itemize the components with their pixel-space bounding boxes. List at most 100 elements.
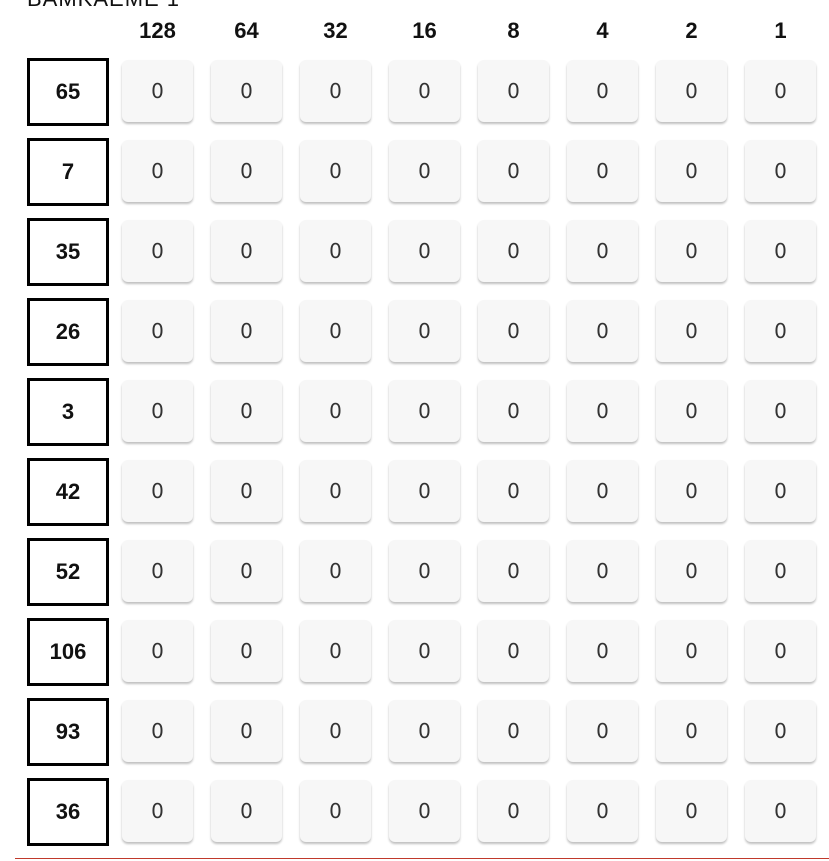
bit-toggle-button[interactable]: 0 [211, 220, 282, 282]
bit-toggle-button[interactable]: 0 [300, 620, 371, 682]
bit-toggle-button[interactable]: 0 [211, 620, 282, 682]
bit-toggle-button[interactable]: 0 [745, 380, 816, 442]
bit-toggle-button[interactable]: 0 [656, 140, 727, 202]
bit-toggle-button[interactable]: 0 [567, 540, 638, 602]
bit-toggle-button[interactable]: 0 [122, 300, 193, 362]
bit-toggle-button[interactable]: 0 [656, 220, 727, 282]
bit-toggle-button[interactable]: 0 [211, 460, 282, 522]
bit-toggle-button[interactable]: 0 [478, 220, 549, 282]
bit-toggle-button[interactable]: 0 [211, 540, 282, 602]
bit-toggle-button[interactable]: 0 [300, 380, 371, 442]
bit-toggle-button[interactable]: 0 [478, 540, 549, 602]
bit-toggle-button[interactable]: 0 [478, 780, 549, 842]
bit-toggle-button[interactable]: 0 [389, 460, 460, 522]
bit-toggle-button[interactable]: 0 [122, 60, 193, 122]
bit-toggle-button[interactable]: 0 [300, 140, 371, 202]
bit-toggle-button[interactable]: 0 [656, 300, 727, 362]
bit-toggle-button[interactable]: 0 [478, 620, 549, 682]
bit-toggle-button[interactable]: 0 [300, 780, 371, 842]
bit-toggle-button[interactable]: 0 [478, 380, 549, 442]
bit-toggle-button[interactable]: 0 [656, 60, 727, 122]
bit-toggle-button[interactable]: 0 [745, 620, 816, 682]
column-header: 16 [412, 18, 437, 43]
bit-toggle-button[interactable]: 0 [211, 140, 282, 202]
column-header: 32 [323, 18, 348, 43]
bit-toggle-button[interactable]: 0 [389, 300, 460, 362]
divider [15, 858, 829, 859]
bit-toggle-button[interactable]: 0 [122, 620, 193, 682]
bit-toggle-button[interactable]: 0 [567, 380, 638, 442]
bit-toggle-button[interactable]: 0 [211, 300, 282, 362]
decimal-number-box: 52 [27, 538, 109, 606]
bit-toggle-button[interactable]: 0 [122, 220, 193, 282]
bit-toggle-button[interactable]: 0 [656, 380, 727, 442]
bit-toggle-button[interactable]: 0 [211, 380, 282, 442]
column-header: 4 [596, 18, 609, 43]
bit-toggle-button[interactable]: 0 [745, 700, 816, 762]
bit-toggle-button[interactable]: 0 [567, 620, 638, 682]
decimal-number-box: 93 [27, 698, 109, 766]
decimal-number-box: 42 [27, 458, 109, 526]
bit-toggle-button[interactable]: 0 [567, 220, 638, 282]
column-header: 1 [774, 18, 787, 43]
bit-toggle-button[interactable]: 0 [745, 140, 816, 202]
bit-toggle-button[interactable]: 0 [389, 140, 460, 202]
column-header: 128 [139, 18, 176, 43]
bit-toggle-button[interactable]: 0 [567, 60, 638, 122]
decimal-number-box: 35 [27, 218, 109, 286]
bit-toggle-button[interactable]: 0 [745, 540, 816, 602]
bit-toggle-button[interactable]: 0 [389, 380, 460, 442]
bit-toggle-button[interactable]: 0 [300, 60, 371, 122]
bit-toggle-button[interactable]: 0 [656, 700, 727, 762]
bit-toggle-button[interactable]: 0 [567, 300, 638, 362]
bit-toggle-button[interactable]: 0 [478, 700, 549, 762]
bit-toggle-button[interactable]: 0 [656, 620, 727, 682]
bit-toggle-button[interactable]: 0 [567, 460, 638, 522]
bit-toggle-button[interactable]: 0 [122, 700, 193, 762]
bit-toggle-button[interactable]: 0 [478, 460, 549, 522]
bit-toggle-button[interactable]: 0 [656, 460, 727, 522]
column-header: 8 [507, 18, 520, 43]
bit-toggle-button[interactable]: 0 [389, 780, 460, 842]
bit-toggle-button[interactable]: 0 [300, 460, 371, 522]
bit-toggle-button[interactable]: 0 [656, 780, 727, 842]
decimal-number-box: 7 [27, 138, 109, 206]
bit-toggle-button[interactable]: 0 [656, 540, 727, 602]
bit-toggle-button[interactable]: 0 [211, 700, 282, 762]
bit-toggle-button[interactable]: 0 [567, 780, 638, 842]
bit-toggle-button[interactable]: 0 [389, 540, 460, 602]
bit-toggle-button[interactable]: 0 [478, 140, 549, 202]
bit-toggle-button[interactable]: 0 [478, 60, 549, 122]
bit-toggle-button[interactable]: 0 [211, 60, 282, 122]
bit-toggle-button[interactable]: 0 [745, 60, 816, 122]
bit-toggle-button[interactable]: 0 [300, 700, 371, 762]
bit-toggle-button[interactable]: 0 [567, 700, 638, 762]
bit-toggle-button[interactable]: 0 [122, 380, 193, 442]
decimal-number-box: 3 [27, 378, 109, 446]
bit-toggle-button[interactable]: 0 [478, 300, 549, 362]
bit-toggle-button[interactable]: 0 [745, 460, 816, 522]
bit-toggle-button[interactable]: 0 [300, 540, 371, 602]
bit-toggle-button[interactable]: 0 [567, 140, 638, 202]
bit-toggle-button[interactable]: 0 [389, 220, 460, 282]
bit-toggle-button[interactable]: 0 [745, 780, 816, 842]
decimal-number-box: 26 [27, 298, 109, 366]
page-title: BAMKAEME 1 [27, 0, 180, 12]
bit-toggle-button[interactable]: 0 [300, 220, 371, 282]
bit-toggle-button[interactable]: 0 [211, 780, 282, 842]
bit-toggle-button[interactable]: 0 [389, 620, 460, 682]
bit-toggle-button[interactable]: 0 [389, 700, 460, 762]
decimal-number-box: 36 [27, 778, 109, 846]
bit-toggle-button[interactable]: 0 [122, 140, 193, 202]
bit-toggle-button[interactable]: 0 [745, 220, 816, 282]
column-header: 64 [234, 18, 259, 43]
bit-toggle-button[interactable]: 0 [300, 300, 371, 362]
bit-toggle-button[interactable]: 0 [122, 540, 193, 602]
bit-toggle-button[interactable]: 0 [389, 60, 460, 122]
bit-toggle-button[interactable]: 0 [745, 300, 816, 362]
bit-toggle-button[interactable]: 0 [122, 780, 193, 842]
decimal-number-box: 65 [27, 58, 109, 126]
column-header: 2 [685, 18, 698, 43]
bit-toggle-button[interactable]: 0 [122, 460, 193, 522]
decimal-number-box: 106 [27, 618, 109, 686]
